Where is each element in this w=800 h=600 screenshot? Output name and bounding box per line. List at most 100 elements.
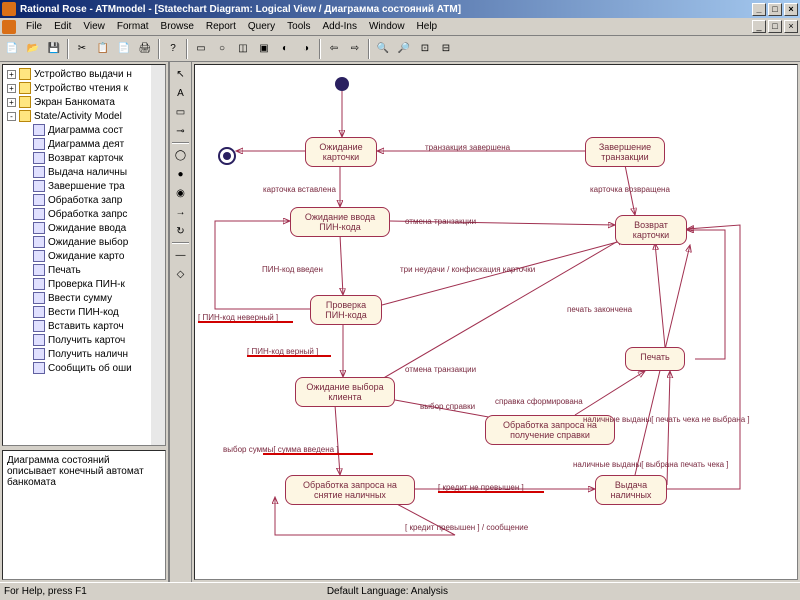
state-node[interactable]: Проверка ПИН-кода [310,295,382,325]
state-node[interactable]: Возврат карточки [615,215,687,245]
app-icon [2,2,16,16]
tree-toggle-icon[interactable]: + [7,70,16,79]
browse-class-button[interactable]: ▭ [191,39,211,59]
menu-add-ins[interactable]: Add-Ins [317,19,363,34]
print-button[interactable]: 🖨 [135,39,155,59]
tree-toggle-icon[interactable]: + [7,98,16,107]
tree-scrollbar[interactable] [151,65,165,445]
state-node[interactable]: Ожидание ввода ПИН-кода [290,207,390,237]
state-node[interactable]: Ожидание выбора клиента [295,377,395,407]
tree-item-label: Вести ПИН-код [48,307,119,318]
menu-format[interactable]: Format [111,19,155,34]
menu-browse[interactable]: Browse [155,19,200,34]
child-close-button[interactable]: × [784,20,798,33]
browse-activity-button[interactable]: ◑ [296,39,316,59]
tree-item[interactable]: Диаграмма деят [5,137,163,151]
tree-view[interactable]: +Устройство выдачи н+Устройство чтения к… [2,64,166,446]
edge-label: справка сформирована [495,397,583,406]
menu-edit[interactable]: Edit [48,19,77,34]
canvas-area: ↖ A ▭ ⊸ ◯ ● ◉ → ↻ — ◇ Ожидание карточки З… [170,62,800,582]
diagram-icon [33,166,45,178]
tree-item[interactable]: Сообщить об оши [5,361,163,375]
tree-item-label: Ожидание карто [48,251,124,262]
new-button[interactable]: 📄 [2,39,22,59]
tree-item[interactable]: Завершение тра [5,179,163,193]
tree-item-label: Устройство чтения к [34,83,128,94]
pointer-tool[interactable]: ↖ [172,65,190,83]
tree-item[interactable]: Ожидание ввода [5,221,163,235]
maximize-button[interactable]: □ [768,3,782,16]
anchor-tool[interactable]: ⊸ [172,122,190,140]
menu-window[interactable]: Window [363,19,411,34]
self-transition-tool[interactable]: ↻ [172,222,190,240]
toolbar: 📄 📂 💾 ✂ 📋 📄 🖨 ? ▭ ○ ◫ ▣ ◐ ◑ ⇦ ⇨ 🔍 🔎 ⊡ ⊟ [0,36,800,62]
browse-usecase-button[interactable]: ○ [212,39,232,59]
redline [263,453,373,455]
state-node[interactable]: Обработка запроса на снятие наличных [285,475,415,505]
browse-state-button[interactable]: ◐ [275,39,295,59]
initial-state[interactable] [335,77,349,91]
note-tool[interactable]: ▭ [172,103,190,121]
transition-tool[interactable]: → [172,203,190,221]
menu-help[interactable]: Help [411,19,444,34]
tree-item[interactable]: Ожидание карто [5,249,163,263]
tree-item[interactable]: Обработка запр [5,193,163,207]
decision-tool[interactable]: ◇ [172,265,190,283]
tree-item[interactable]: Вставить карточ [5,319,163,333]
save-button[interactable]: 💾 [44,39,64,59]
final-state[interactable] [218,147,236,165]
tree-item[interactable]: Печать [5,263,163,277]
state-node[interactable]: Выдача наличных [595,475,667,505]
undo-fit-button[interactable]: ⊟ [436,39,456,59]
tree-item[interactable]: Возврат карточк [5,151,163,165]
state-node[interactable]: Ожидание карточки [305,137,377,167]
browse-deploy-button[interactable]: ▣ [254,39,274,59]
help-button[interactable]: ? [163,39,183,59]
tree-item[interactable]: Ожидание выбор [5,235,163,249]
nav-fwd-button[interactable]: ⇨ [345,39,365,59]
tree-item[interactable]: Получить карточ [5,333,163,347]
tree-item-label: Экран Банкомата [34,97,115,108]
tree-item[interactable]: Выдача наличны [5,165,163,179]
open-button[interactable]: 📂 [23,39,43,59]
tree-item[interactable]: Ввести сумму [5,291,163,305]
menu-query[interactable]: Query [242,19,281,34]
state-node[interactable]: Печать [625,347,685,371]
paste-button[interactable]: 📄 [114,39,134,59]
tree-item[interactable]: Проверка ПИН-к [5,277,163,291]
state-tool[interactable]: ◯ [172,146,190,164]
child-minimize-button[interactable]: _ [752,20,766,33]
tree-item[interactable]: Диаграмма сост [5,123,163,137]
end-state-tool[interactable]: ◉ [172,184,190,202]
tree-item[interactable]: Обработка запрс [5,207,163,221]
menu-tools[interactable]: Tools [281,19,316,34]
browse-component-button[interactable]: ◫ [233,39,253,59]
tree-item[interactable]: -State/Activity Model [5,109,163,123]
close-button[interactable]: × [784,3,798,16]
child-maximize-button[interactable]: □ [768,20,782,33]
copy-button[interactable]: 📋 [93,39,113,59]
menu-report[interactable]: Report [200,19,242,34]
menu-file[interactable]: File [20,19,48,34]
tree-toggle-icon[interactable]: - [7,112,16,121]
tree-item[interactable]: Вести ПИН-код [5,305,163,319]
diagram-canvas[interactable]: Ожидание карточки Завершение транзакции Ож… [194,64,798,580]
tree-item[interactable]: +Устройство выдачи н [5,67,163,81]
minimize-button[interactable]: _ [752,3,766,16]
nav-back-button[interactable]: ⇦ [324,39,344,59]
zoom-in-button[interactable]: 🔍 [373,39,393,59]
diagram-icon [33,334,45,346]
tree-item[interactable]: + Устройство чтения к [5,81,163,95]
tree-item[interactable]: + Экран Банкомата [5,95,163,109]
text-tool[interactable]: A [172,84,190,102]
description-panel[interactable]: Диаграмма состояний описывает конечный а… [2,450,166,580]
tree-toggle-icon[interactable]: + [7,84,16,93]
tree-item[interactable]: Получить наличн [5,347,163,361]
menu-view[interactable]: View [77,19,111,34]
sync-tool[interactable]: — [172,246,190,264]
zoom-out-button[interactable]: 🔎 [394,39,414,59]
state-node[interactable]: Завершение транзакции [585,137,665,167]
start-state-tool[interactable]: ● [172,165,190,183]
fit-button[interactable]: ⊡ [415,39,435,59]
cut-button[interactable]: ✂ [72,39,92,59]
